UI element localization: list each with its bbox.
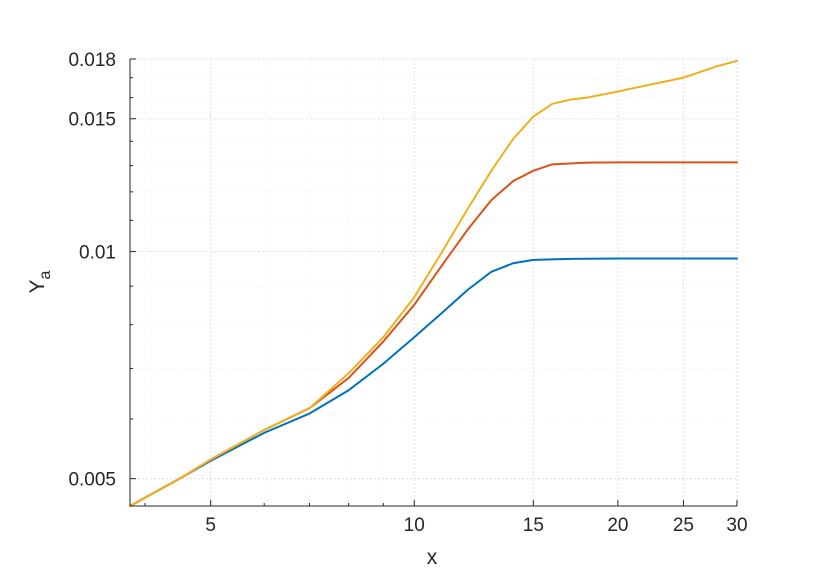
minor-grid [130, 59, 737, 506]
major-grid [130, 58, 738, 506]
x-axis-label: x [427, 546, 438, 569]
y-tick-label: 0.015 [68, 110, 116, 131]
y-tick-label: 0.018 [68, 50, 116, 71]
x-tick-labels: 5 10 15 20 25 30 [205, 515, 747, 536]
y-axis-label-sub: a [37, 270, 54, 279]
series-line-3 [129, 59, 738, 507]
y-axis-label-main: Y [26, 279, 49, 293]
x-tick-label: 30 [726, 515, 747, 536]
x-tick-label: 25 [673, 515, 694, 536]
y-tick-label: 0.005 [68, 470, 116, 491]
y-tick-labels: 0.005 0.01 0.015 0.018 [68, 50, 116, 491]
y-tick-label: 0.01 [79, 243, 116, 264]
series-line-1 [129, 257, 738, 507]
x-tick-label: 5 [205, 515, 216, 536]
y-axis-label: Ya [26, 270, 54, 293]
axes [129, 58, 738, 507]
x-tick-label: 20 [607, 515, 628, 536]
series-group [129, 59, 738, 507]
x-tick-label: 10 [404, 515, 425, 536]
x-tick-label: 15 [523, 515, 544, 536]
